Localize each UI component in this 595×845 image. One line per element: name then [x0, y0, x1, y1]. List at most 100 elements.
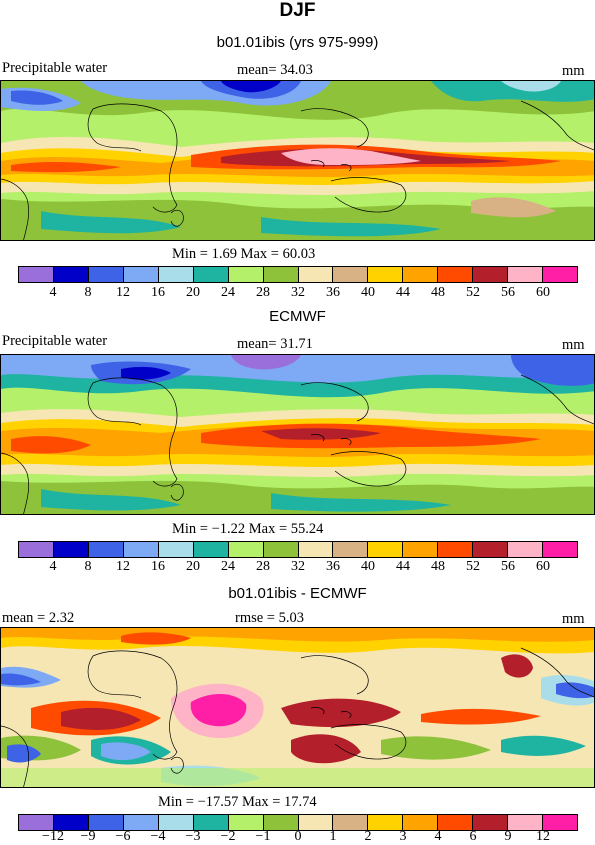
colorbar-swatch: [193, 815, 229, 830]
colorbar-swatch: [228, 542, 264, 557]
colorbar-tick: 12: [536, 829, 550, 844]
panel-3-minmax: Min = −17.57 Max = 17.74: [158, 794, 317, 810]
colorbar-tick: 60: [536, 285, 550, 300]
colorbar-swatch: [123, 542, 159, 557]
colorbar-tick: 6: [469, 829, 477, 844]
colorbar-tick: 48: [431, 285, 445, 300]
colorbar-tick: 24: [221, 285, 235, 300]
panel-3-subtitle: b01.01ibis - ECMWF: [228, 585, 367, 602]
colorbar-tick: 52: [466, 559, 480, 574]
panel-2-colorbar-ticks: 4 8 12 16 20 24 28 32 36 40 44 48 52 56 60: [18, 559, 578, 575]
colorbar-swatch: [473, 815, 509, 830]
colorbar-tick: 32: [291, 285, 305, 300]
colorbar-swatch: [403, 267, 439, 282]
colorbar-swatch: [158, 815, 194, 830]
colorbar-tick: −6: [115, 829, 131, 844]
colorbar-swatch: [438, 267, 474, 282]
colorbar-tick: 8: [84, 559, 92, 574]
colorbar-tick: 12: [116, 559, 130, 574]
colorbar-tick: 36: [326, 559, 340, 574]
colorbar-swatch: [508, 542, 544, 557]
panel-2-units: mm: [562, 337, 585, 353]
panel-2-map-graphic: [1, 355, 594, 514]
colorbar-swatch: [263, 267, 299, 282]
colorbar-swatch: [19, 815, 54, 830]
colorbar-tick: 60: [536, 559, 550, 574]
colorbar-swatch: [473, 267, 509, 282]
panel-3-rmse-label: rmse = 5.03: [235, 610, 304, 626]
panel-3-map-graphic: [1, 628, 594, 787]
panel-1-variable-label: Precipitable water: [2, 60, 108, 76]
colorbar-swatch: [543, 542, 577, 557]
colorbar-tick: 44: [396, 285, 410, 300]
colorbar-tick: 28: [256, 559, 270, 574]
colorbar-swatch: [88, 542, 124, 557]
colorbar-swatch: [403, 542, 439, 557]
colorbar-swatch: [508, 267, 544, 282]
panel-3-colorbar: [18, 814, 578, 831]
panel-1-subtitle: b01.01ibis (yrs 975-999): [216, 34, 379, 51]
colorbar-tick: 40: [361, 559, 375, 574]
colorbar-swatch: [158, 542, 194, 557]
colorbar-swatch: [158, 267, 194, 282]
colorbar-swatch: [368, 815, 404, 830]
colorbar-swatch: [263, 542, 299, 557]
colorbar-swatch: [53, 815, 89, 830]
colorbar-swatch: [543, 267, 577, 282]
colorbar-tick: 20: [186, 559, 200, 574]
colorbar-tick: 48: [431, 559, 445, 574]
colorbar-tick: −9: [80, 829, 96, 844]
panel-2-minmax: Min = −1.22 Max = 55.24: [172, 521, 324, 537]
colorbar-tick: 52: [466, 285, 480, 300]
colorbar-swatch: [193, 542, 229, 557]
colorbar-swatch: [333, 815, 369, 830]
colorbar-swatch: [193, 267, 229, 282]
colorbar-tick: 16: [151, 559, 165, 574]
colorbar-swatch: [438, 815, 474, 830]
colorbar-swatch: [333, 542, 369, 557]
colorbar-tick: 2: [364, 829, 372, 844]
panel-3-units: mm: [562, 611, 585, 627]
colorbar-swatch: [368, 267, 404, 282]
colorbar-tick: −12: [42, 829, 64, 844]
colorbar-tick: 16: [151, 285, 165, 300]
panel-3-mean-label: mean = 2.32: [2, 610, 75, 626]
colorbar-swatch: [88, 267, 124, 282]
colorbar-swatch: [508, 815, 544, 830]
colorbar-swatch: [53, 542, 89, 557]
colorbar-tick: 40: [361, 285, 375, 300]
colorbar-swatch: [19, 267, 54, 282]
colorbar-tick: 1: [329, 829, 337, 844]
panel-1-colorbar-ticks: 4 8 12 16 20 24 28 32 36 40 44 48 52 56 60: [18, 285, 578, 301]
panel-2-map: [0, 354, 595, 515]
colorbar-swatch: [263, 815, 299, 830]
colorbar-swatch: [123, 815, 159, 830]
colorbar-swatch: [368, 542, 404, 557]
colorbar-tick: 44: [396, 559, 410, 574]
panel-2-subtitle: ECMWF: [269, 308, 326, 325]
colorbar-swatch: [298, 815, 334, 830]
colorbar-tick: 36: [326, 285, 340, 300]
colorbar-swatch: [333, 267, 369, 282]
colorbar-tick: 4: [434, 829, 442, 844]
colorbar-tick: 56: [501, 285, 515, 300]
colorbar-swatch: [298, 267, 334, 282]
page-title: DJF: [279, 0, 316, 21]
colorbar-tick: −3: [185, 829, 201, 844]
colorbar-swatch: [123, 267, 159, 282]
panel-2-variable-label: Precipitable water: [2, 333, 108, 349]
colorbar-tick: 4: [49, 285, 57, 300]
colorbar-tick: 12: [116, 285, 130, 300]
colorbar-tick: 4: [49, 559, 57, 574]
panel-2-mean-label: mean= 31.71: [237, 336, 313, 352]
panel-1-units: mm: [562, 63, 585, 79]
colorbar-swatch: [228, 267, 264, 282]
panel-3-map: [0, 627, 595, 788]
colorbar-swatch: [298, 542, 334, 557]
panel-1-colorbar: [18, 266, 578, 283]
panel-1-minmax: Min = 1.69 Max = 60.03: [172, 246, 316, 262]
colorbar-tick: −4: [150, 829, 166, 844]
colorbar-tick: 24: [221, 559, 235, 574]
colorbar-swatch: [543, 815, 577, 830]
colorbar-swatch: [228, 815, 264, 830]
